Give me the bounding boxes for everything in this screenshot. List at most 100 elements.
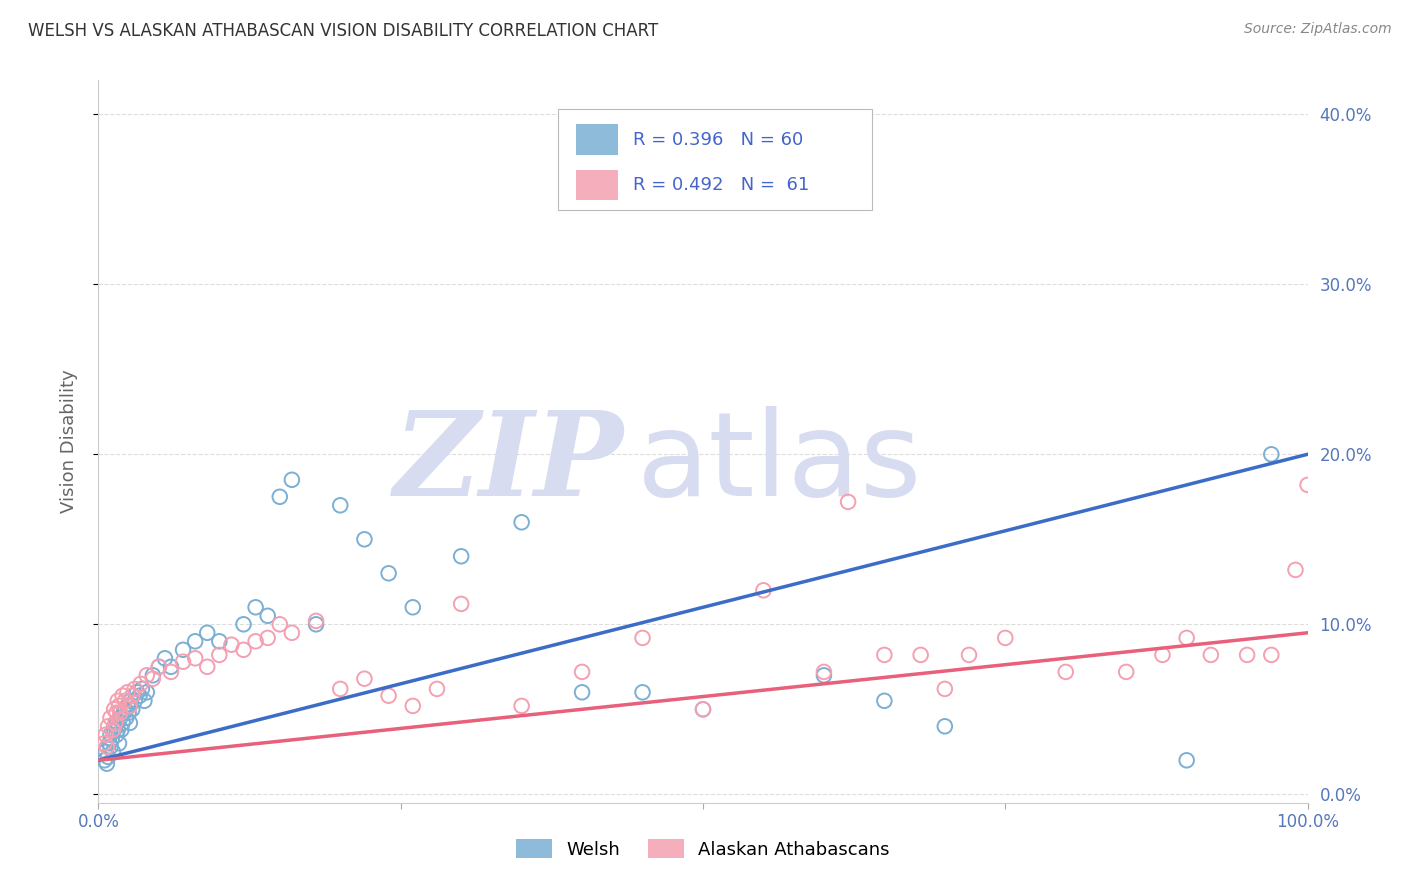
Point xyxy=(377,566,399,581)
Point xyxy=(221,638,243,652)
Point xyxy=(353,533,375,547)
Point xyxy=(111,715,134,730)
Point xyxy=(1054,665,1077,679)
Point xyxy=(1152,648,1174,662)
Point xyxy=(232,617,254,632)
Point xyxy=(108,698,131,713)
Point xyxy=(426,681,449,696)
Point xyxy=(142,668,165,682)
Point xyxy=(148,660,170,674)
Point xyxy=(1236,648,1258,662)
Legend: Welsh, Alaskan Athabascans: Welsh, Alaskan Athabascans xyxy=(509,832,897,866)
Point xyxy=(208,648,231,662)
Point xyxy=(305,614,328,628)
Point xyxy=(510,698,533,713)
Point xyxy=(142,672,165,686)
Point xyxy=(103,723,125,737)
Point xyxy=(128,689,150,703)
Point xyxy=(105,728,128,742)
Point xyxy=(93,753,115,767)
Point xyxy=(172,655,194,669)
Point xyxy=(1260,447,1282,461)
Text: R = 0.492   N =  61: R = 0.492 N = 61 xyxy=(633,176,808,194)
Point xyxy=(692,702,714,716)
Point xyxy=(108,706,131,720)
Point xyxy=(114,702,136,716)
Point xyxy=(837,495,859,509)
Point xyxy=(873,648,896,662)
Point xyxy=(100,739,122,754)
Point xyxy=(510,516,533,530)
Point xyxy=(129,677,152,691)
Point xyxy=(957,648,980,662)
Point xyxy=(269,617,291,632)
Point xyxy=(873,694,896,708)
Point xyxy=(105,715,128,730)
Point xyxy=(692,702,714,716)
Point xyxy=(329,498,352,512)
Point xyxy=(107,694,129,708)
Point xyxy=(994,631,1017,645)
Point xyxy=(281,473,304,487)
Point xyxy=(631,631,654,645)
Point xyxy=(118,706,141,720)
Point xyxy=(245,634,267,648)
Point xyxy=(135,668,157,682)
Point xyxy=(121,702,143,716)
Point xyxy=(100,711,122,725)
Point xyxy=(121,689,143,703)
Point xyxy=(934,719,956,733)
Point xyxy=(571,685,593,699)
Point xyxy=(813,668,835,682)
Point xyxy=(208,634,231,648)
Point xyxy=(118,698,141,713)
FancyBboxPatch shape xyxy=(558,109,872,211)
Point xyxy=(329,681,352,696)
Point xyxy=(118,715,141,730)
Point xyxy=(195,660,218,674)
Point xyxy=(353,672,375,686)
Point xyxy=(104,719,127,733)
Point xyxy=(111,689,134,703)
Point xyxy=(124,694,146,708)
Point xyxy=(110,723,132,737)
Point xyxy=(631,685,654,699)
Y-axis label: Vision Disability: Vision Disability xyxy=(59,369,77,514)
Point xyxy=(115,711,138,725)
Point xyxy=(114,694,136,708)
Point xyxy=(94,745,117,759)
Point xyxy=(97,719,120,733)
Point xyxy=(94,728,117,742)
Point xyxy=(98,736,121,750)
Point xyxy=(148,660,170,674)
Point xyxy=(813,665,835,679)
Point xyxy=(245,600,267,615)
Point xyxy=(934,681,956,696)
Point xyxy=(160,665,183,679)
FancyBboxPatch shape xyxy=(576,124,619,154)
Point xyxy=(184,634,207,648)
Point xyxy=(256,631,278,645)
Point xyxy=(93,736,115,750)
Point xyxy=(752,583,775,598)
Point xyxy=(108,736,131,750)
Point xyxy=(103,702,125,716)
Text: ZIP: ZIP xyxy=(394,406,624,521)
Point xyxy=(120,694,142,708)
Point xyxy=(232,642,254,657)
Point xyxy=(1199,648,1222,662)
Point xyxy=(269,490,291,504)
Point xyxy=(1175,631,1198,645)
Point xyxy=(97,750,120,764)
Point xyxy=(117,698,139,713)
Text: R = 0.396   N = 60: R = 0.396 N = 60 xyxy=(633,130,803,149)
Point xyxy=(127,685,149,699)
Point xyxy=(96,756,118,771)
Point xyxy=(1115,665,1137,679)
Point xyxy=(153,651,176,665)
Point xyxy=(402,600,425,615)
Point xyxy=(100,732,122,747)
Point xyxy=(108,711,131,725)
Point xyxy=(124,681,146,696)
Point xyxy=(402,698,425,713)
